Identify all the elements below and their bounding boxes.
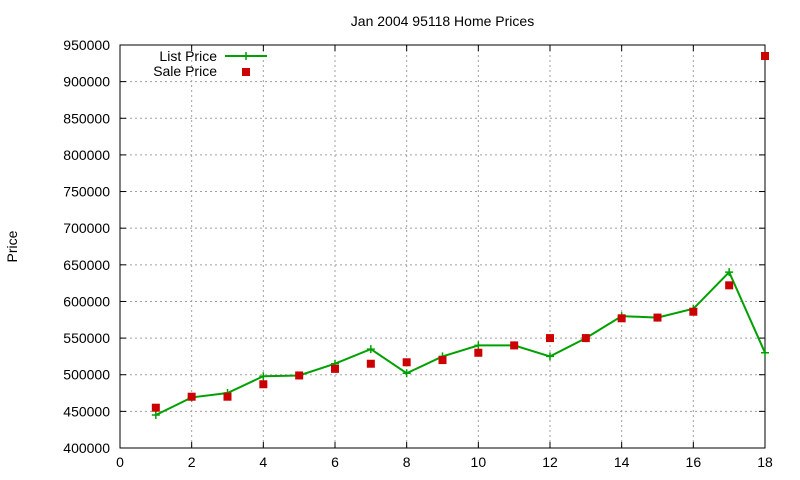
chart-title: Jan 2004 95118 Home Prices [351, 13, 534, 29]
plot-frame [119, 44, 766, 449]
series-sale-price [151, 51, 769, 412]
sale-price-point [295, 371, 304, 380]
y-tick-label: 850000 [63, 110, 110, 126]
x-tick-label: 16 [686, 454, 702, 470]
y-tick-label: 900000 [63, 74, 110, 90]
y-tick-label: 400000 [63, 440, 110, 456]
x-axis-tick-labels: 0 2 4 6 8 10 12 14 16 18 [116, 454, 773, 470]
sale-price-point [510, 341, 519, 350]
x-tick-label: 12 [542, 454, 558, 470]
legend-entry-sale-price: Sale Price [153, 63, 250, 79]
y-tick-label: 500000 [63, 367, 110, 383]
sale-price-point [331, 364, 339, 373]
sale-price-point [366, 359, 375, 368]
x-tick-label: 6 [331, 454, 339, 470]
list-price-point [725, 268, 734, 277]
legend-label: List Price [159, 48, 217, 64]
gridlines [120, 45, 765, 448]
data-series [151, 51, 769, 420]
sale-price-point [402, 358, 411, 367]
list-price-point [366, 345, 375, 354]
y-tick-label: 600000 [63, 293, 110, 309]
sale-price-point [259, 380, 268, 389]
x-tick-label: 18 [757, 454, 773, 470]
x-tick-label: 4 [259, 454, 267, 470]
x-tick-label: 0 [116, 454, 124, 470]
x-tick-label: 2 [188, 454, 196, 470]
legend-swatch-marker [242, 52, 250, 60]
list-price-point [474, 341, 483, 350]
x-tick-label: 14 [614, 454, 630, 470]
sale-price-point [761, 51, 769, 60]
sale-price-point [151, 403, 160, 412]
legend-entry-list-price: List Price [159, 48, 267, 64]
sale-price-point [581, 334, 590, 343]
y-tick-label: 800000 [63, 147, 110, 163]
y-axis-tick-labels: 400000 450000 500000 550000 600000 650000 7000… [63, 37, 110, 456]
sale-price-point [474, 348, 483, 357]
axis-ticks [119, 44, 766, 449]
sale-price-point [617, 314, 626, 323]
series-list-price [151, 268, 769, 420]
list-price-point [151, 411, 160, 420]
list-price-point [761, 348, 769, 357]
sale-price-point [653, 313, 662, 322]
y-tick-label: 650000 [63, 257, 110, 273]
y-tick-label: 750000 [63, 184, 110, 200]
list-price-point [402, 369, 411, 378]
sale-price-point [689, 307, 698, 316]
legend-swatch-marker [242, 68, 250, 76]
list-price-point [546, 352, 554, 361]
list-price-point [259, 372, 268, 381]
sale-price-point [725, 281, 734, 290]
list-price-line [155, 270, 766, 416]
x-tick-label: 8 [403, 454, 411, 470]
sale-price-point [187, 392, 196, 401]
sale-price-point [223, 392, 232, 401]
x-tick-label: 10 [471, 454, 487, 470]
sale-price-point [438, 356, 447, 365]
y-tick-label: 950000 [63, 37, 110, 53]
legend-label: Sale Price [153, 63, 217, 79]
sale-price-point [546, 334, 554, 343]
y-tick-label: 550000 [63, 330, 110, 346]
y-tick-label: 450000 [63, 403, 110, 419]
y-tick-label: 700000 [63, 220, 110, 236]
y-axis-label: Price [4, 230, 20, 262]
